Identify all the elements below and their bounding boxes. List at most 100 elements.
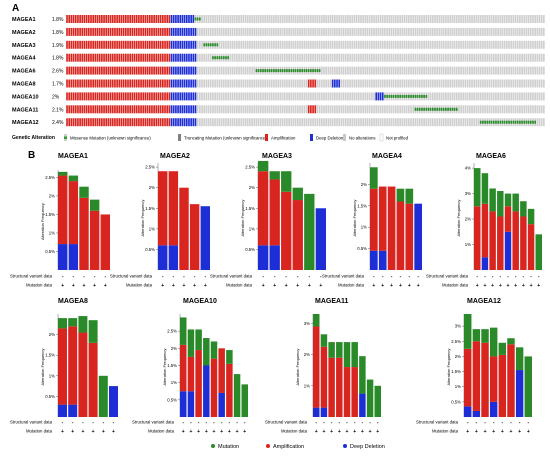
oncoprint-deletion-cell — [179, 79, 182, 88]
oncoprint-no-alteration-cell — [466, 118, 469, 127]
oncoprint-no-alteration-cell — [440, 53, 443, 62]
oncoprint-amplification-cell — [90, 79, 92, 88]
oncoprint-no-alteration-cell — [521, 40, 523, 49]
oncoprint-amplification-cell — [157, 40, 160, 49]
oncoprint-deletion-cell — [175, 27, 177, 36]
legend-dot — [211, 444, 215, 448]
oncoprint-no-alteration-cell — [244, 92, 247, 101]
oncoprint-amplification-cell — [142, 92, 145, 101]
oncoprint-amplification-cell — [133, 40, 136, 49]
bar-segment-mutation — [527, 208, 535, 225]
oncoprint-amplification-cell — [74, 118, 77, 127]
oncoprint-no-alteration-cell — [534, 79, 536, 88]
oncoprint-amplification-cell — [85, 66, 88, 75]
oncoprint-no-alteration-cell — [412, 79, 415, 88]
oncoprint-no-alteration-cell — [238, 40, 240, 49]
oncoprint-mutation-cell — [222, 56, 225, 60]
mutation-indicator: + — [499, 283, 502, 289]
oncoprint-amplification-cell — [114, 105, 116, 114]
oncoprint-no-alteration-cell — [460, 92, 462, 101]
oncoprint-no-alteration-cell — [231, 15, 234, 23]
oncoprint-mutation-cell — [259, 69, 262, 73]
oncoprint-no-alteration-cell — [303, 27, 306, 36]
oncoprint-no-alteration-cell — [468, 66, 471, 75]
oncoprint-no-alteration-cell — [397, 66, 399, 75]
oncoprint-no-alteration-cell — [305, 27, 308, 36]
oncoprint-no-alteration-cell — [475, 27, 478, 36]
oncoprint-amplification-cell — [66, 105, 68, 114]
oncoprint-amplification-cell — [155, 15, 158, 23]
oncoprint-amplification-cell — [157, 92, 160, 101]
oncoprint-no-alteration-cell — [525, 53, 528, 62]
oncoprint-no-alteration-cell — [316, 15, 319, 23]
oncoprint-deletion-cell — [185, 105, 188, 114]
oncoprint-no-alteration-cell — [423, 27, 425, 36]
oncoprint-no-alteration-cell — [534, 92, 536, 101]
oncoprint-mutation-cell — [199, 17, 201, 21]
oncoprint-no-alteration-cell — [303, 53, 306, 62]
oncoprint-amplification-cell — [129, 53, 132, 62]
oncoprint-no-alteration-cell — [351, 27, 354, 36]
oncoprint-no-alteration-cell — [390, 79, 393, 88]
bar-segment-amplification — [489, 211, 496, 270]
oncoprint-deletion-cell — [177, 53, 179, 62]
oncoprint-no-alteration-cell — [334, 27, 336, 36]
oncoprint-no-alteration-cell — [503, 105, 506, 114]
sv-indicator: - — [94, 274, 96, 280]
oncoprint-no-alteration-cell — [229, 66, 232, 75]
oncoprint-no-alteration-cell — [325, 66, 327, 75]
oncoprint-no-alteration-cell — [373, 92, 375, 101]
oncoprint-deletion-cell — [181, 27, 184, 36]
oncoprint-no-alteration-cell — [292, 92, 295, 101]
oncoprint-no-alteration-cell — [362, 53, 364, 62]
oncoprint-no-alteration-cell — [486, 27, 489, 36]
mutation-indicator: + — [92, 429, 95, 435]
oncoprint-no-alteration-cell — [233, 118, 236, 127]
oncoprint-mutation-cell — [488, 120, 491, 124]
oncoprint-no-alteration-cell — [357, 92, 360, 101]
oncoprint-amplification-cell — [144, 79, 147, 88]
oncoprint-no-alteration-cell — [460, 53, 462, 62]
oncoprint-no-alteration-cell — [479, 79, 482, 88]
oncoprint-deletion-cell — [183, 15, 186, 23]
oncoprint-no-alteration-cell — [434, 92, 436, 101]
oncoprint-no-alteration-cell — [436, 15, 439, 23]
oncoprint-amplification-cell — [129, 66, 132, 75]
oncoprint-amplification-cell — [87, 92, 90, 101]
oncoprint-no-alteration-cell — [323, 79, 325, 88]
oncoprint-no-alteration-cell — [307, 40, 310, 49]
mutation-indicator: + — [72, 283, 75, 289]
oncoprint-amplification-cell — [96, 105, 99, 114]
bar-segment-mutation — [512, 193, 519, 212]
bar-segment-deletion — [414, 203, 422, 270]
oncoprint-no-alteration-cell — [218, 27, 221, 36]
oncoprint-amplification-cell — [111, 79, 114, 88]
oncoprint-no-alteration-cell — [290, 15, 293, 23]
oncoprint-no-alteration-cell — [242, 118, 245, 127]
oncoprint-no-alteration-cell — [236, 40, 238, 49]
oncoprint-deletion-cell — [185, 27, 188, 36]
oncoprint-no-alteration-cell — [360, 15, 362, 23]
oncoprint-amplification-cell — [142, 79, 145, 88]
oncoprint-amplification-cell — [124, 118, 127, 127]
sv-indicator: - — [515, 274, 517, 280]
oncoprint-no-alteration-cell — [516, 92, 519, 101]
mutation-indicator: + — [417, 283, 420, 289]
oncoprint-amplification-cell — [168, 92, 171, 101]
oncoprint-no-alteration-cell — [431, 79, 434, 88]
oncoprint-no-alteration-cell — [196, 79, 199, 88]
oncoprint-no-alteration-cell — [246, 66, 249, 75]
oncoprint-no-alteration-cell — [327, 15, 330, 23]
oncoprint-no-alteration-cell — [242, 27, 245, 36]
oncoprint-no-alteration-cell — [414, 27, 417, 36]
oncoprint-amplification-cell — [85, 92, 88, 101]
oncoprint-no-alteration-cell — [246, 105, 249, 114]
oncoprint-no-alteration-cell — [438, 79, 441, 88]
oncoprint-amplification-cell — [70, 40, 73, 49]
oncoprint-no-alteration-cell — [479, 105, 482, 114]
sv-indicator: - — [104, 274, 106, 280]
oncoprint-no-alteration-cell — [501, 79, 504, 88]
bar-segment-mutation — [241, 384, 248, 417]
